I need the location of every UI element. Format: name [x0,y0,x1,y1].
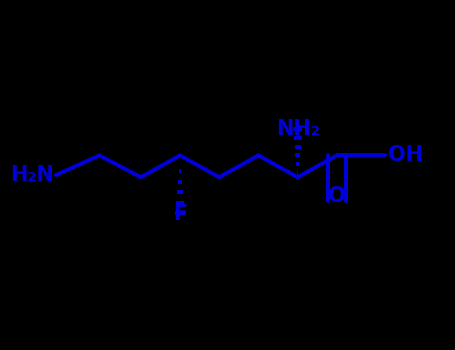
Text: NH₂: NH₂ [276,119,319,139]
Text: F: F [173,204,187,224]
Text: OH: OH [388,145,423,166]
Text: O: O [328,186,346,206]
Text: H₂N: H₂N [10,165,54,185]
